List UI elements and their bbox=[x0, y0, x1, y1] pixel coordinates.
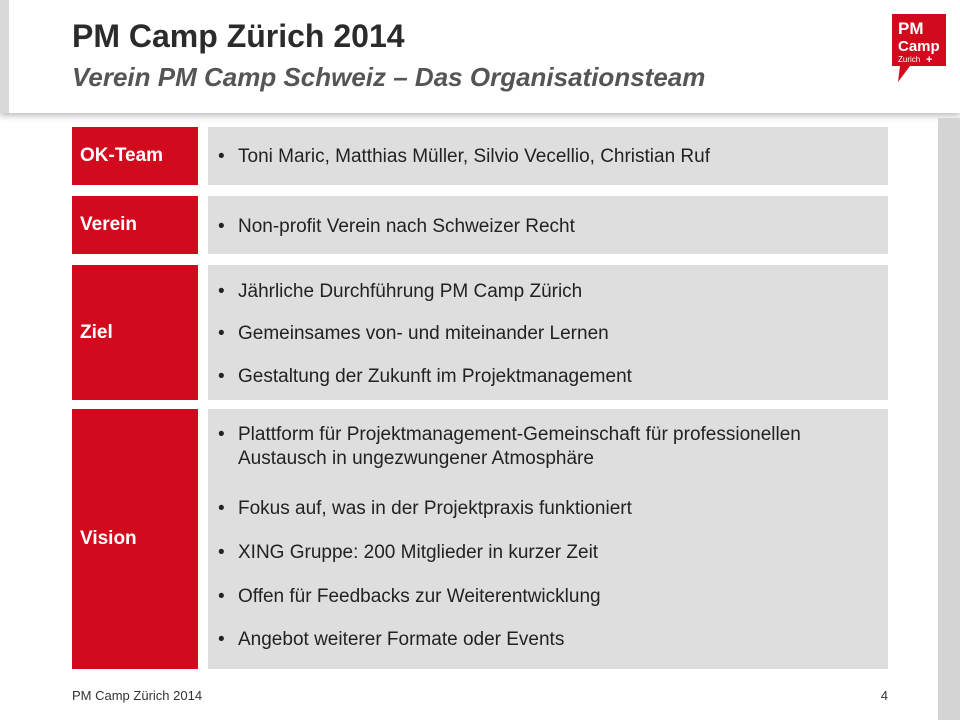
list-item: Toni Maric, Matthias Müller, Silvio Vece… bbox=[218, 145, 880, 169]
slide-title: PM Camp Zürich 2014 bbox=[72, 18, 405, 54]
section-label-verein: Verein bbox=[72, 196, 198, 254]
list-item: XING Gruppe: 200 Mitglieder in kurzer Ze… bbox=[218, 541, 880, 565]
footer-text: PM Camp Zürich 2014 bbox=[72, 688, 203, 703]
list-item: Plattform für Projektmanagement-Gemeinsc… bbox=[218, 423, 858, 471]
list-item: Angebot weiterer Formate oder Events bbox=[218, 628, 880, 652]
logo-text-zurich: Zurich bbox=[898, 55, 920, 64]
logo-text-camp: Camp bbox=[898, 38, 940, 55]
section-label-ziel: Ziel bbox=[72, 265, 198, 400]
list-item: Gestaltung der Zukunft im Projektmanagem… bbox=[218, 365, 880, 389]
pm-camp-logo: PM Camp Zurich + bbox=[892, 14, 946, 82]
section-box-ok-team: Toni Maric, Matthias Müller, Silvio Vece… bbox=[208, 127, 888, 185]
right-decor-strip bbox=[938, 118, 960, 720]
section-label-ok-team: OK-Team bbox=[72, 127, 198, 185]
header-accent-bar bbox=[0, 0, 9, 113]
page-number: 4 bbox=[880, 688, 888, 703]
list-item: Gemeinsames von- und miteinander Lernen bbox=[218, 322, 880, 346]
list-item: Jährliche Durchführung PM Camp Zürich bbox=[218, 280, 880, 304]
slide-subtitle: Verein PM Camp Schweiz – Das Organisatio… bbox=[72, 62, 706, 92]
section-label-vision: Vision bbox=[72, 409, 198, 669]
logo-speech-bubble bbox=[892, 14, 946, 82]
list-item: Fokus auf, was in der Projektpraxis funk… bbox=[218, 497, 880, 521]
list-item: Offen für Feedbacks zur Weiterentwicklun… bbox=[218, 585, 880, 609]
list-item: Non-profit Verein nach Schweizer Recht bbox=[218, 215, 880, 239]
slide-header: PM Camp Zürich 2014 Verein PM Camp Schwe… bbox=[0, 0, 960, 113]
section-box-verein: Non-profit Verein nach Schweizer Recht bbox=[208, 196, 888, 254]
logo-text-pm: PM bbox=[898, 19, 924, 38]
section-box-vision: Plattform für Projektmanagement-Gemeinsc… bbox=[208, 409, 888, 669]
logo-plus-icon: + bbox=[926, 54, 932, 66]
section-box-ziel: Jährliche Durchführung PM Camp Zürich Ge… bbox=[208, 265, 888, 400]
